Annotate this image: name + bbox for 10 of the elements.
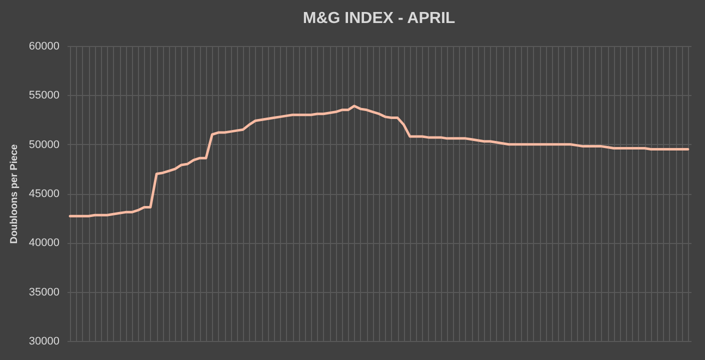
y-axis-title: Doubloons per Piece (8, 144, 20, 244)
y-tick-label: 35000 (28, 286, 60, 298)
y-tick-label: 50000 (28, 138, 60, 151)
chart-title: M&G INDEX - APRIL (302, 10, 456, 27)
y-tick-label: 60000 (28, 40, 60, 52)
y-tick-label: 30000 (28, 336, 60, 348)
y-tick-label: 55000 (28, 90, 60, 102)
y-tick-label: 40000 (28, 237, 60, 250)
line-series (68, 104, 690, 218)
y-tick-label: 45000 (28, 188, 60, 200)
